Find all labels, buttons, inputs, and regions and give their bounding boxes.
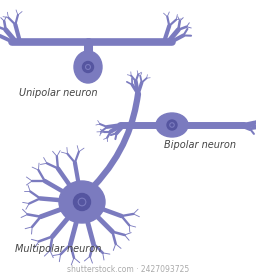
Text: Unipolar neuron: Unipolar neuron	[19, 88, 97, 98]
Ellipse shape	[74, 51, 102, 83]
Circle shape	[167, 120, 177, 130]
Text: shutterstock.com · 2427093725: shutterstock.com · 2427093725	[67, 265, 189, 274]
Ellipse shape	[59, 181, 105, 223]
Text: Bipolar neuron: Bipolar neuron	[164, 140, 236, 150]
Circle shape	[73, 193, 91, 211]
Ellipse shape	[156, 113, 188, 137]
Circle shape	[82, 62, 93, 73]
Text: Multipolar neuron: Multipolar neuron	[15, 244, 101, 254]
